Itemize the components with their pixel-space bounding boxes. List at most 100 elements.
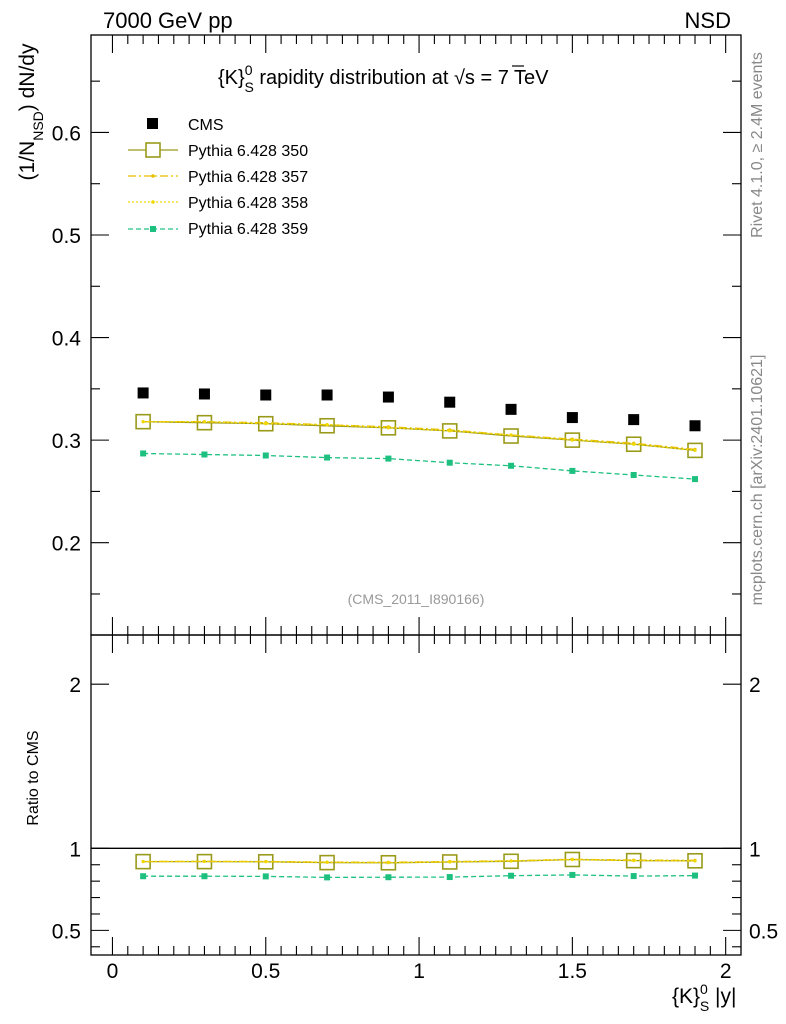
title-mid: rapidity distribution at	[254, 67, 454, 89]
chart-title: {K}0 S rapidity distribution at √s = 7 Te…	[218, 62, 549, 95]
rivet-label: Rivet 4.1.0, ≥ 2.4M events	[749, 52, 766, 238]
legend: CMS Pythia 6.428 350 Pythia 6.428 357 Py…	[128, 117, 308, 238]
main-point-359	[508, 462, 515, 469]
title-post: = 7 TeV	[475, 67, 549, 89]
main-point-359	[324, 454, 331, 461]
mcplots-label: mcplots.cern.ch [arXiv:2401.10621]	[749, 355, 766, 606]
main-point-359	[385, 455, 392, 462]
legend-357-marker	[151, 174, 155, 178]
main-point-358	[509, 433, 513, 437]
title-k: {K}	[218, 67, 245, 89]
ratio-point-358	[448, 860, 452, 864]
title-sqrt: √s	[454, 67, 475, 89]
main-point-358	[448, 429, 452, 433]
ratio-point-359	[508, 872, 515, 879]
main-y-ticks: 0.2 0.3 0.4 0.5 0.6	[52, 80, 741, 595]
xlabel-sub: S	[700, 998, 709, 1014]
ratio-y-label: Ratio to CMS	[25, 730, 42, 825]
ratio-point-358	[509, 859, 513, 863]
analysis-watermark: (CMS_2011_I890166)	[348, 591, 485, 607]
main-point-358	[202, 420, 207, 424]
ylabel-post: ) dN/dy	[16, 43, 39, 111]
main-point-359	[692, 476, 699, 483]
ratio-point-359	[324, 874, 331, 881]
main-point-358	[693, 448, 697, 452]
ratio-point-359	[201, 873, 208, 880]
ratio-ytick-label-left: 0.5	[52, 920, 81, 943]
x-ticks: 0 0.5 1 1.5 2	[107, 35, 732, 983]
legend-cms-marker	[147, 118, 158, 129]
ratio-point-359	[630, 873, 637, 880]
ratio-panel-frame	[90, 634, 742, 956]
main-point-359	[201, 451, 208, 458]
xtick-label: 0.5	[251, 960, 280, 983]
main-point-359	[446, 459, 453, 466]
header-right: NSD	[685, 8, 731, 33]
ratio-point-358	[141, 860, 145, 864]
main-ytick-label: 0.5	[52, 225, 81, 248]
main-cms-point	[321, 389, 333, 401]
main-line-359	[143, 452, 696, 480]
main-point-359	[262, 452, 269, 459]
ratio-ytick-label-left: 2	[69, 674, 81, 697]
legend-359-label: Pythia 6.428 359	[188, 221, 308, 238]
main-point-350	[687, 442, 703, 459]
ratio-point-359	[140, 873, 147, 880]
ratio-series-group	[135, 851, 703, 881]
ratio-line-359	[143, 874, 696, 879]
main-point-358	[325, 423, 329, 427]
main-cms-point	[505, 403, 517, 415]
ratio-ticks: 0.5 0.5 1 1 2 2	[52, 674, 778, 948]
main-point-358	[386, 426, 391, 430]
main-cms-point	[198, 388, 210, 400]
main-point-350	[196, 414, 213, 431]
main-line-350	[143, 421, 696, 452]
main-point-359	[140, 450, 147, 457]
main-point-359	[569, 467, 576, 474]
ratio-line-358	[143, 859, 696, 864]
main-point-359	[630, 472, 637, 478]
ratio-point-358	[693, 859, 697, 863]
main-ytick-label: 0.3	[52, 430, 81, 453]
x-axis-label: {K}0 S |y|	[672, 981, 736, 1014]
main-line-357	[143, 421, 696, 451]
xlabel-sup: 0	[700, 981, 708, 997]
ratio-point-358	[386, 861, 391, 865]
legend-350-label: Pythia 6.428 350	[188, 143, 308, 160]
ratio-point-359	[569, 871, 576, 878]
ratio-ytick-label-right: 0.5	[749, 920, 778, 943]
main-ytick-label: 0.6	[52, 122, 81, 145]
main-y-label: (1/NNSD) dN/dy	[16, 43, 46, 180]
ylabel-pre: (1/N	[16, 141, 39, 181]
main-point-350	[319, 417, 335, 434]
ratio-ytick-label-left: 1	[69, 838, 81, 861]
legend-cms-label: CMS	[188, 117, 224, 134]
main-ytick-label: 0.4	[52, 328, 82, 351]
main-cms-point	[566, 412, 578, 424]
main-point-358	[570, 438, 574, 442]
legend-350-marker	[145, 142, 161, 158]
main-point-358	[141, 420, 145, 424]
xtick-label: 2	[720, 960, 732, 983]
ratio-point-358	[325, 860, 329, 864]
ylabel-sub: NSD	[30, 111, 46, 141]
main-cms-point	[444, 396, 456, 408]
ratio-point-359	[385, 874, 392, 881]
main-series-group	[135, 387, 703, 483]
main-ytick-label: 0.2	[52, 533, 81, 556]
ratio-point-359	[262, 873, 269, 880]
xtick-label: 1	[413, 960, 425, 983]
main-line-358	[143, 421, 696, 452]
main-cms-point	[382, 391, 394, 403]
ratio-point-358	[202, 859, 207, 864]
ratio-line-357	[143, 858, 696, 863]
ratio-point-358	[632, 859, 636, 863]
ratio-ytick-label-right: 1	[749, 838, 761, 861]
ratio-point-359	[446, 874, 453, 881]
xtick-label: 0	[107, 960, 119, 983]
ratio-ytick-label-right: 2	[749, 674, 761, 697]
xlabel-k: {K}	[672, 985, 700, 1008]
legend-358-label: Pythia 6.428 358	[188, 195, 308, 212]
main-cms-point	[260, 389, 272, 401]
